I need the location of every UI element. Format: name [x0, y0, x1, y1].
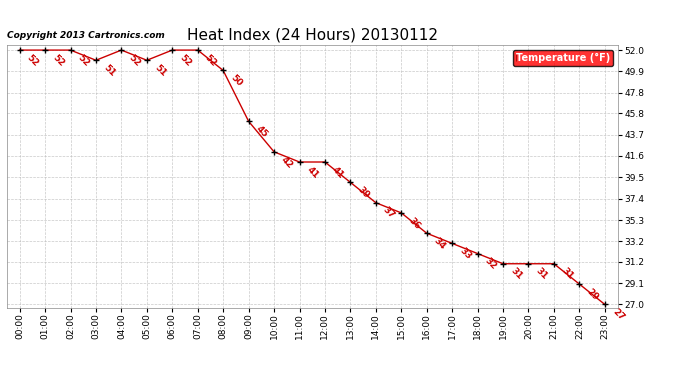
- Text: 52: 52: [25, 53, 41, 68]
- Text: 31: 31: [534, 267, 549, 282]
- Text: 51: 51: [101, 63, 117, 78]
- Text: 51: 51: [152, 63, 168, 78]
- Text: Copyright 2013 Cartronics.com: Copyright 2013 Cartronics.com: [7, 31, 165, 40]
- Text: 52: 52: [178, 53, 193, 68]
- Legend: Temperature (°F): Temperature (°F): [513, 50, 613, 66]
- Text: 32: 32: [483, 256, 498, 272]
- Text: 52: 52: [127, 53, 142, 68]
- Text: 34: 34: [432, 236, 448, 251]
- Text: 52: 52: [76, 53, 91, 68]
- Text: 45: 45: [254, 124, 270, 140]
- Text: 37: 37: [382, 206, 397, 221]
- Text: 50: 50: [228, 73, 244, 88]
- Text: 39: 39: [356, 185, 371, 200]
- Text: 52: 52: [50, 53, 66, 68]
- Text: 52: 52: [204, 53, 219, 68]
- Text: 41: 41: [305, 165, 320, 180]
- Text: 42: 42: [279, 154, 295, 170]
- Text: 41: 41: [331, 165, 346, 180]
- Text: 31: 31: [509, 267, 524, 282]
- Text: 29: 29: [585, 287, 600, 302]
- Title: Heat Index (24 Hours) 20130112: Heat Index (24 Hours) 20130112: [187, 27, 437, 42]
- Text: 36: 36: [407, 216, 422, 231]
- Text: 31: 31: [560, 267, 575, 282]
- Text: 27: 27: [611, 307, 626, 322]
- Text: 33: 33: [457, 246, 473, 261]
